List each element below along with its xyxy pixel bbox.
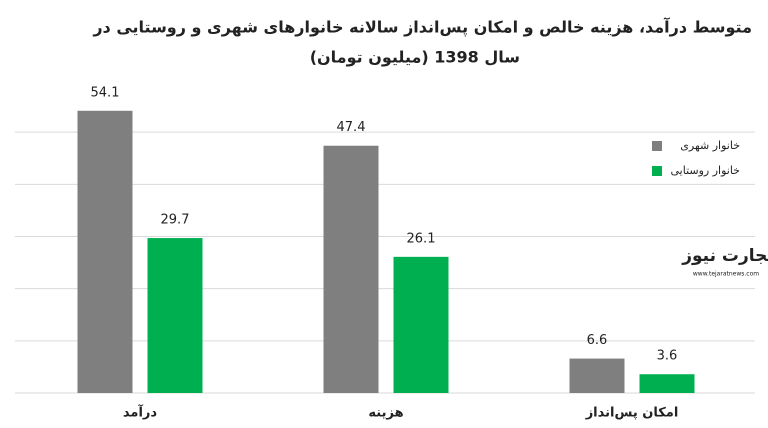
legend-label: خانوار شهری — [680, 139, 740, 152]
bar — [147, 238, 203, 393]
bar — [393, 256, 449, 393]
data-label: 29.7 — [161, 213, 190, 228]
data-label: 6.6 — [587, 333, 608, 348]
chart-title: متوسط درآمد، هزینه خالص و امکان پس‌انداز… — [92, 17, 752, 38]
x-tick-label: امکان پس‌انداز — [585, 406, 679, 421]
legend-swatch — [652, 141, 662, 151]
data-label: 26.1 — [407, 231, 436, 246]
legend-label: خانوار روستایی — [670, 164, 740, 177]
bar — [569, 358, 625, 393]
x-tick-label: هزینه — [368, 406, 403, 421]
data-label: 54.1 — [91, 85, 120, 100]
data-label: 3.6 — [657, 349, 678, 364]
watermark-logo: تجارت نیوز — [681, 246, 768, 266]
bar — [77, 110, 133, 394]
watermark-url: www.tejaratnews.com — [693, 271, 759, 278]
x-tick-label: درآمد — [123, 404, 157, 421]
data-label: 47.4 — [337, 120, 366, 135]
bar — [639, 374, 695, 393]
chart-title: سال 1398 (میلیون تومان) — [310, 48, 520, 67]
bar — [323, 145, 379, 393]
legend-swatch — [652, 166, 662, 176]
